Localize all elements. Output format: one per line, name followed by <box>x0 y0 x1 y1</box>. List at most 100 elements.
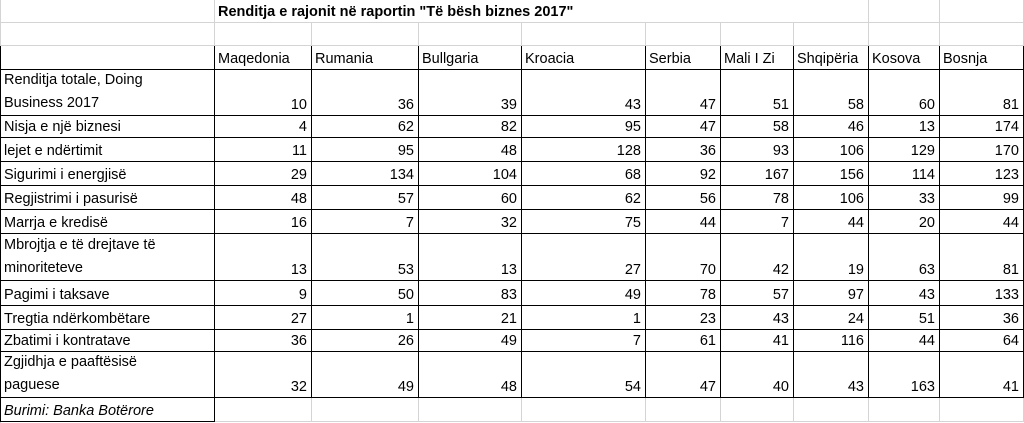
table-cell[interactable]: 133 <box>940 281 1024 306</box>
table-cell[interactable]: 156 <box>794 162 869 186</box>
table-cell[interactable]: 13 <box>215 234 312 281</box>
table-cell[interactable]: 4 <box>215 116 312 138</box>
table-cell[interactable]: 83 <box>419 281 522 306</box>
table-cell[interactable]: 24 <box>794 306 869 330</box>
table-cell[interactable]: 104 <box>419 162 522 186</box>
cell-empty[interactable] <box>940 398 1024 422</box>
table-cell[interactable]: 49 <box>419 330 522 352</box>
table-cell[interactable]: 174 <box>940 116 1024 138</box>
table-cell[interactable]: 68 <box>522 162 646 186</box>
cell-empty[interactable] <box>0 23 215 46</box>
table-cell[interactable]: 32 <box>215 352 312 398</box>
table-title[interactable]: Renditja e rajonit në raportin "Të bësh … <box>215 0 794 23</box>
table-cell[interactable]: 23 <box>646 306 721 330</box>
table-cell[interactable]: 53 <box>312 234 419 281</box>
table-cell[interactable]: 19 <box>794 234 869 281</box>
column-header[interactable]: Kosova <box>869 46 940 70</box>
cell-empty[interactable] <box>869 23 940 46</box>
table-cell[interactable]: 51 <box>869 306 940 330</box>
table-cell[interactable]: 114 <box>869 162 940 186</box>
table-cell[interactable]: 129 <box>869 138 940 162</box>
cell-empty[interactable] <box>794 23 869 46</box>
row-label[interactable]: Zgjidhja e paaftësisë paguese <box>0 352 215 398</box>
table-cell[interactable]: 44 <box>646 210 721 234</box>
table-cell[interactable]: 116 <box>794 330 869 352</box>
table-cell[interactable]: 7 <box>522 330 646 352</box>
table-cell[interactable]: 20 <box>869 210 940 234</box>
table-cell[interactable]: 9 <box>215 281 312 306</box>
table-cell[interactable]: 49 <box>312 352 419 398</box>
table-cell[interactable]: 41 <box>721 330 794 352</box>
table-cell[interactable]: 13 <box>869 116 940 138</box>
table-cell[interactable]: 36 <box>312 70 419 116</box>
cell-empty[interactable] <box>721 23 794 46</box>
row-label[interactable]: Sigurimi i energjisë <box>0 162 215 186</box>
table-cell[interactable]: 57 <box>312 186 419 210</box>
table-cell[interactable]: 82 <box>419 116 522 138</box>
table-cell[interactable]: 49 <box>522 281 646 306</box>
table-cell[interactable]: 42 <box>721 234 794 281</box>
row-label[interactable]: Tregtia ndërkombëtare <box>0 306 215 330</box>
table-cell[interactable]: 58 <box>721 116 794 138</box>
table-cell[interactable]: 51 <box>721 70 794 116</box>
column-header[interactable]: Kroacia <box>522 46 646 70</box>
table-cell[interactable]: 95 <box>312 138 419 162</box>
table-cell[interactable]: 48 <box>419 352 522 398</box>
table-cell[interactable]: 11 <box>215 138 312 162</box>
table-cell[interactable]: 44 <box>794 210 869 234</box>
table-cell[interactable]: 60 <box>869 70 940 116</box>
table-cell[interactable]: 57 <box>721 281 794 306</box>
table-cell[interactable]: 99 <box>940 186 1024 210</box>
table-cell[interactable]: 75 <box>522 210 646 234</box>
table-cell[interactable]: 106 <box>794 138 869 162</box>
table-cell[interactable]: 60 <box>419 186 522 210</box>
table-cell[interactable]: 95 <box>522 116 646 138</box>
table-cell[interactable]: 43 <box>721 306 794 330</box>
table-cell[interactable]: 170 <box>940 138 1024 162</box>
table-cell[interactable]: 36 <box>215 330 312 352</box>
cell-empty[interactable] <box>940 23 1024 46</box>
table-cell[interactable]: 47 <box>646 116 721 138</box>
column-header[interactable]: Shqipëria <box>794 46 869 70</box>
table-cell[interactable]: 97 <box>794 281 869 306</box>
table-cell[interactable]: 44 <box>869 330 940 352</box>
row-label[interactable]: Marrja e kredisë <box>0 210 215 234</box>
table-cell[interactable]: 10 <box>215 70 312 116</box>
table-cell[interactable]: 29 <box>215 162 312 186</box>
column-header[interactable]: Maqedonia <box>215 46 312 70</box>
row-label[interactable]: Mbrojtja e të drejtave të minoriteteve <box>0 234 215 281</box>
table-cell[interactable]: 16 <box>215 210 312 234</box>
table-cell[interactable]: 40 <box>721 352 794 398</box>
table-cell[interactable]: 163 <box>869 352 940 398</box>
row-label[interactable]: Pagimi i taksave <box>0 281 215 306</box>
column-header[interactable]: Rumania <box>312 46 419 70</box>
cell-empty[interactable] <box>646 398 721 422</box>
table-cell[interactable]: 27 <box>215 306 312 330</box>
table-cell[interactable]: 134 <box>312 162 419 186</box>
table-cell[interactable]: 61 <box>646 330 721 352</box>
table-cell[interactable]: 36 <box>940 306 1024 330</box>
row-label[interactable]: lejet e ndërtimit <box>0 138 215 162</box>
table-cell[interactable]: 27 <box>522 234 646 281</box>
row-label[interactable]: Renditja totale, Doing Business 2017 <box>0 70 215 116</box>
table-cell[interactable]: 32 <box>419 210 522 234</box>
table-cell[interactable]: 81 <box>940 234 1024 281</box>
table-cell[interactable]: 48 <box>419 138 522 162</box>
row-label[interactable]: Nisja e një biznesi <box>0 116 215 138</box>
table-cell[interactable]: 64 <box>940 330 1024 352</box>
table-cell[interactable]: 44 <box>940 210 1024 234</box>
table-cell[interactable]: 81 <box>940 70 1024 116</box>
table-cell[interactable]: 78 <box>646 281 721 306</box>
table-cell[interactable]: 106 <box>794 186 869 210</box>
table-cell[interactable]: 43 <box>522 70 646 116</box>
cell-empty[interactable] <box>215 23 312 46</box>
cell-empty[interactable] <box>940 0 1024 23</box>
table-cell[interactable]: 70 <box>646 234 721 281</box>
row-label[interactable]: Regjistrimi i pasurisë <box>0 186 215 210</box>
table-cell[interactable]: 43 <box>794 352 869 398</box>
table-cell[interactable]: 47 <box>646 352 721 398</box>
cell-empty[interactable] <box>0 0 215 23</box>
table-cell[interactable]: 62 <box>522 186 646 210</box>
cell-empty[interactable] <box>419 23 522 46</box>
table-cell[interactable]: 56 <box>646 186 721 210</box>
